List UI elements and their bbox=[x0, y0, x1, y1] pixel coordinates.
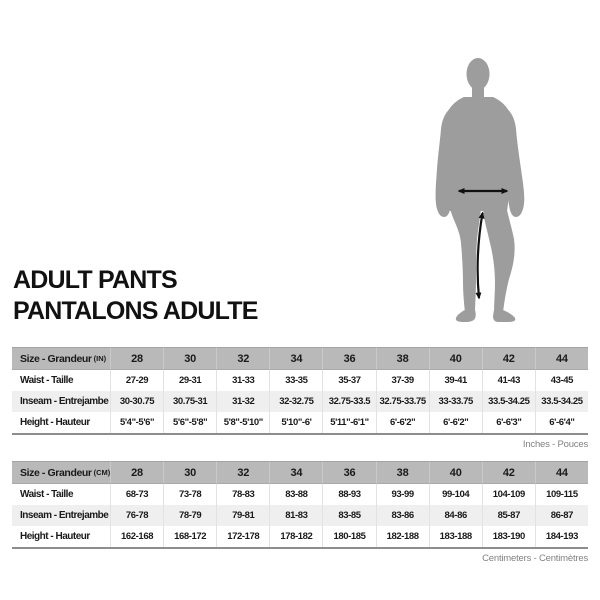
value-cell: 6'-6'2" bbox=[428, 412, 482, 433]
size-header-label: Size - Grandeur (CM) bbox=[12, 461, 110, 484]
value-cell: 31-32 bbox=[216, 391, 270, 412]
row-label: Waist - Taille bbox=[12, 370, 110, 391]
size-table-centimeters: Size - Grandeur (CM) 28 30 32 34 36 38 40 42 44 Wai… bbox=[12, 461, 588, 564]
value-cell: 30.75-31 bbox=[163, 391, 217, 412]
size-column-header: 40 bbox=[428, 347, 482, 370]
unit-badge: (CM) bbox=[93, 468, 111, 477]
row-label: Inseam - Entrejambe bbox=[12, 505, 110, 526]
size-column-header: 30 bbox=[163, 347, 217, 370]
value-cell: 30-30.75 bbox=[110, 391, 164, 412]
size-column-header: 44 bbox=[534, 347, 588, 370]
value-cell: 79-81 bbox=[216, 505, 270, 526]
title-line-en: ADULT PANTS bbox=[13, 266, 178, 294]
unit-note-centimeters: Centimeters - Centimètres bbox=[482, 553, 588, 564]
value-cell: 184-193 bbox=[534, 526, 588, 547]
value-cell: 41-43 bbox=[481, 370, 535, 391]
value-cell: 183-190 bbox=[481, 526, 535, 547]
value-cell: 84-86 bbox=[428, 505, 482, 526]
value-cell: 81-83 bbox=[269, 505, 323, 526]
value-cell: 33.5-34.25 bbox=[481, 391, 535, 412]
value-cell: 5'11"-6'1" bbox=[322, 412, 376, 433]
size-column-header: 36 bbox=[322, 461, 376, 484]
value-cell: 31-33 bbox=[216, 370, 270, 391]
title-line-fr: PANTALONS ADULTE bbox=[13, 297, 258, 325]
size-header-label: Size - Grandeur (IN) bbox=[12, 347, 110, 370]
value-cell: 5'4"-5'6" bbox=[110, 412, 164, 433]
value-cell: 85-87 bbox=[481, 505, 535, 526]
man-silhouette bbox=[435, 58, 525, 322]
value-cell: 83-86 bbox=[375, 505, 429, 526]
value-cell: 168-172 bbox=[163, 526, 217, 547]
value-cell: 78-83 bbox=[216, 484, 270, 505]
size-column-header: 34 bbox=[269, 347, 323, 370]
value-cell: 99-104 bbox=[428, 484, 482, 505]
value-cell: 162-168 bbox=[110, 526, 164, 547]
value-cell: 32.75-33.75 bbox=[375, 391, 429, 412]
row-label: Height - Hauteur bbox=[12, 412, 110, 433]
value-cell: 6'-6'3" bbox=[481, 412, 535, 433]
value-cell: 183-188 bbox=[428, 526, 482, 547]
value-cell: 76-78 bbox=[110, 505, 164, 526]
value-cell: 86-87 bbox=[534, 505, 588, 526]
size-column-header: 44 bbox=[534, 461, 588, 484]
value-cell: 39-41 bbox=[428, 370, 482, 391]
row-label: Inseam - Entrejambe bbox=[12, 391, 110, 412]
value-cell: 43-45 bbox=[534, 370, 588, 391]
size-column-header: 38 bbox=[375, 347, 429, 370]
value-cell: 37-39 bbox=[375, 370, 429, 391]
size-table-grid: Size - Grandeur (CM) 28 30 32 34 36 38 40 42 44 Wai… bbox=[12, 461, 588, 549]
value-cell: 32-32.75 bbox=[269, 391, 323, 412]
size-column-header: 42 bbox=[481, 347, 535, 370]
value-cell: 83-88 bbox=[269, 484, 323, 505]
value-cell: 27-29 bbox=[110, 370, 164, 391]
value-cell: 35-37 bbox=[322, 370, 376, 391]
size-column-header: 28 bbox=[110, 347, 164, 370]
size-column-header: 34 bbox=[269, 461, 323, 484]
value-cell: 178-182 bbox=[269, 526, 323, 547]
size-column-header: 32 bbox=[216, 347, 270, 370]
value-cell: 33-35 bbox=[269, 370, 323, 391]
value-cell: 68-73 bbox=[110, 484, 164, 505]
value-cell: 6'-6'2" bbox=[375, 412, 429, 433]
value-cell: 29-31 bbox=[163, 370, 217, 391]
size-table-grid: Size - Grandeur (IN) 28 30 32 34 36 38 40 42 44 Wai… bbox=[12, 347, 588, 435]
value-cell: 5'6"-5'8" bbox=[163, 412, 217, 433]
value-cell: 32.75-33.5 bbox=[322, 391, 376, 412]
value-cell: 109-115 bbox=[534, 484, 588, 505]
value-cell: 5'10"-6' bbox=[269, 412, 323, 433]
size-table-inches: Size - Grandeur (IN) 28 30 32 34 36 38 40 42 44 Wai… bbox=[12, 347, 588, 450]
value-cell: 78-79 bbox=[163, 505, 217, 526]
value-cell: 5'8"-5'10" bbox=[216, 412, 270, 433]
value-cell: 33.5-34.25 bbox=[534, 391, 588, 412]
size-column-header: 30 bbox=[163, 461, 217, 484]
row-label: Waist - Taille bbox=[12, 484, 110, 505]
value-cell: 172-178 bbox=[216, 526, 270, 547]
value-cell: 83-85 bbox=[322, 505, 376, 526]
unit-note-inches: Inches - Pouces bbox=[522, 439, 588, 450]
unit-badge: (IN) bbox=[93, 354, 107, 363]
size-column-header: 38 bbox=[375, 461, 429, 484]
size-column-header: 40 bbox=[428, 461, 482, 484]
size-column-header: 28 bbox=[110, 461, 164, 484]
value-cell: 104-109 bbox=[481, 484, 535, 505]
row-label: Height - Hauteur bbox=[12, 526, 110, 547]
inseam-measure-arrow bbox=[475, 211, 485, 300]
male-silhouette-figure bbox=[435, 58, 525, 322]
size-column-header: 36 bbox=[322, 347, 376, 370]
size-column-header: 32 bbox=[216, 461, 270, 484]
page-title: ADULT PANTS PANTALONS ADULTE bbox=[13, 265, 258, 327]
size-column-header: 42 bbox=[481, 461, 535, 484]
value-cell: 73-78 bbox=[163, 484, 217, 505]
value-cell: 182-188 bbox=[375, 526, 429, 547]
value-cell: 6'-6'4" bbox=[534, 412, 588, 433]
value-cell: 88-93 bbox=[322, 484, 376, 505]
value-cell: 93-99 bbox=[375, 484, 429, 505]
value-cell: 180-185 bbox=[322, 526, 376, 547]
value-cell: 33-33.75 bbox=[428, 391, 482, 412]
